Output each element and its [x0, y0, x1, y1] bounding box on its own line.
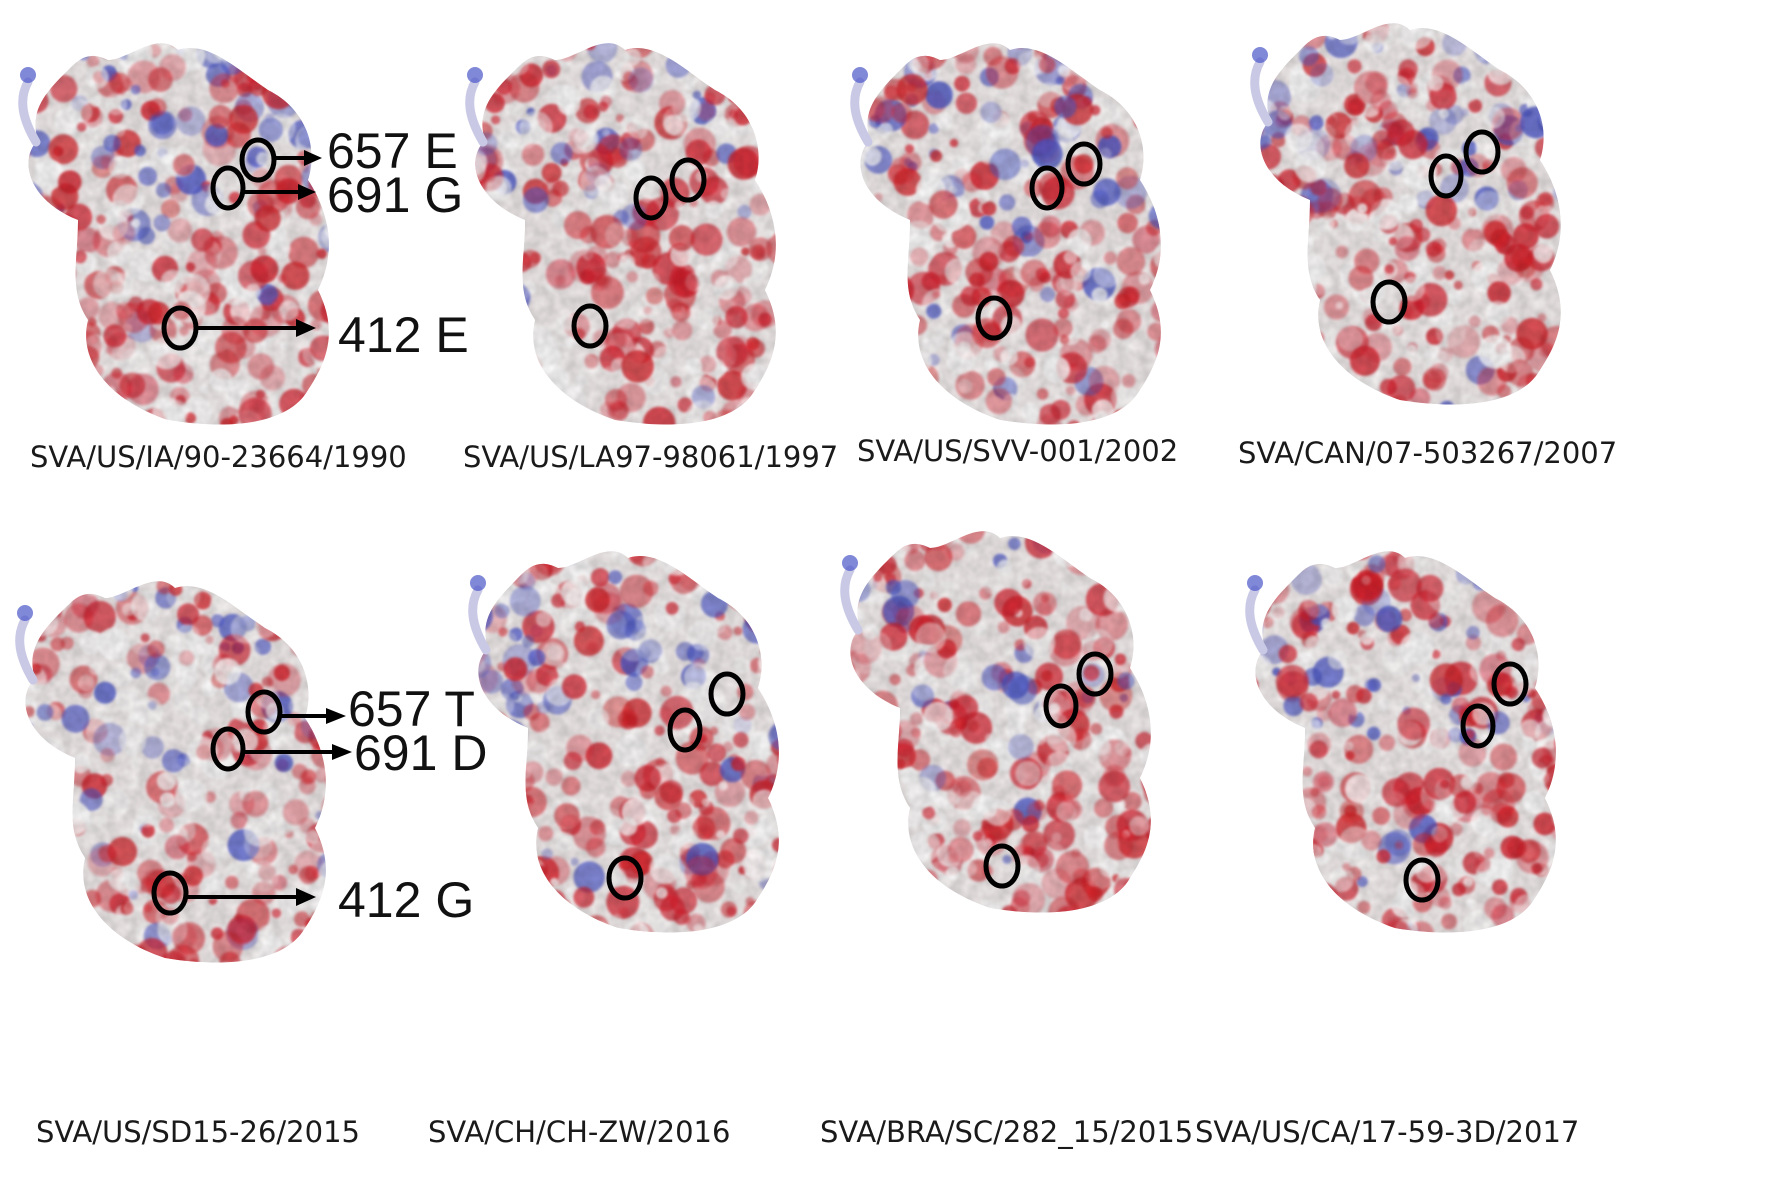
marker-691 [667, 707, 703, 753]
marker-412 [151, 870, 189, 916]
marker-691 [633, 175, 669, 221]
callout-691-bottom: 691 D [354, 725, 487, 781]
protein-surface-image [465, 43, 776, 425]
arrow-head [304, 150, 322, 166]
marker-657 [1076, 651, 1114, 697]
protein-surface-image [850, 43, 1161, 425]
marker-691 [1043, 683, 1079, 729]
marker-691 [1428, 153, 1464, 199]
protein-surface-image [18, 43, 329, 425]
residue-markers [151, 129, 1529, 916]
arrow-head [326, 708, 346, 724]
marker-691 [210, 165, 246, 211]
marker-691 [1460, 703, 1496, 749]
panel-7 [840, 531, 1151, 913]
panel-captions: SVA/US/IA/90-23664/1990 SVA/US/LA97-9806… [30, 434, 1617, 1149]
marker-412 [983, 843, 1021, 889]
callout-691-top: 691 G [327, 167, 463, 223]
marker-412 [975, 295, 1013, 341]
marker-412 [1370, 279, 1408, 325]
arrow-head [296, 888, 316, 906]
marker-657 [669, 157, 707, 203]
callout-657-top: 657 E [327, 123, 458, 179]
caption-panel-3: SVA/US/SVV-001/2002 [857, 434, 1178, 468]
marker-691 [210, 726, 246, 772]
callout-657-bottom: 657 T [348, 681, 475, 737]
panel-4 [1250, 23, 1561, 405]
callout-412-top: 412 E [338, 307, 469, 363]
caption-panel-5: SVA/US/SD15-26/2015 [36, 1115, 360, 1149]
arrow-head [296, 319, 316, 337]
panel-3 [850, 43, 1161, 425]
marker-412 [1403, 857, 1441, 903]
caption-panel-1: SVA/US/IA/90-23664/1990 [30, 440, 407, 474]
panel-2 [465, 43, 776, 425]
panel-5 [15, 581, 326, 963]
caption-panel-7: SVA/BRA/SC/282_15/2015 [820, 1115, 1193, 1149]
marker-691 [1029, 165, 1065, 211]
caption-panel-4: SVA/CAN/07-503267/2007 [1238, 436, 1617, 470]
callout-labels: 657 E 691 G 412 E 657 T 691 D 412 G [327, 123, 487, 928]
panel-1 [18, 43, 329, 425]
callout-412-bottom: 412 G [338, 872, 474, 928]
panel-6 [468, 551, 779, 933]
protein-surface-image [1250, 23, 1561, 405]
marker-657 [1065, 141, 1103, 187]
marker-657 [1463, 129, 1501, 175]
marker-412 [606, 855, 644, 901]
arrow-head [332, 744, 352, 760]
callout-arrows [186, 150, 352, 906]
protein-surface-image [468, 551, 779, 933]
arrow-head [298, 184, 316, 200]
marker-412 [571, 303, 609, 349]
protein-surface-image [840, 531, 1151, 913]
marker-657 [245, 689, 283, 735]
protein-surface-image [15, 581, 326, 963]
caption-panel-8: SVA/US/CA/17-59-3D/2017 [1195, 1115, 1579, 1149]
caption-panel-6: SVA/CH/CH-ZW/2016 [428, 1115, 730, 1149]
caption-panel-2: SVA/US/LA97-98061/1997 [463, 440, 838, 474]
marker-657 [1491, 661, 1529, 707]
marker-657 [708, 671, 746, 717]
